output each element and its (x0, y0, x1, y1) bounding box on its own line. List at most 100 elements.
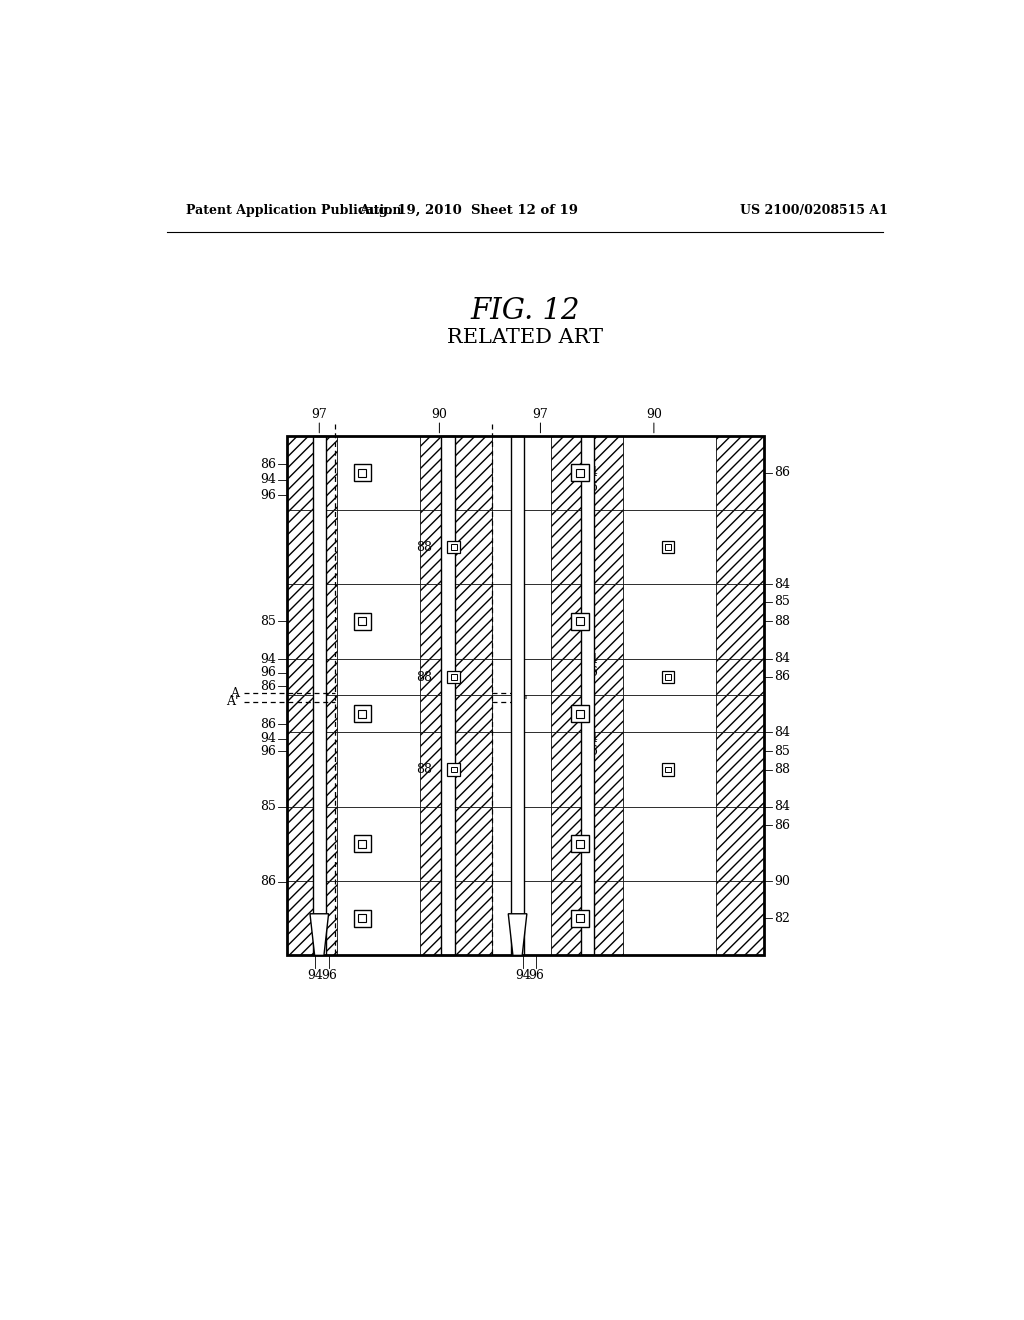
Text: 85: 85 (260, 800, 276, 813)
Text: RELATED ART: RELATED ART (446, 327, 603, 347)
Bar (337, 696, 420, 733)
Bar (716, 436, 764, 510)
Bar (623, 696, 716, 733)
Bar (492, 585, 551, 659)
Bar (551, 733, 623, 807)
Bar (447, 541, 460, 553)
Text: 90: 90 (646, 408, 662, 421)
Bar (451, 767, 457, 772)
Bar (662, 671, 675, 684)
Bar (492, 436, 551, 510)
Text: 94: 94 (260, 474, 276, 486)
Bar (287, 436, 337, 510)
Text: Aug. 19, 2010  Sheet 12 of 19: Aug. 19, 2010 Sheet 12 of 19 (359, 205, 579, 218)
Bar (337, 880, 420, 956)
Text: 97: 97 (532, 408, 548, 421)
Bar (716, 696, 764, 733)
Text: B': B' (515, 696, 527, 708)
Text: 86: 86 (260, 458, 276, 471)
Bar (420, 436, 492, 510)
Polygon shape (508, 913, 527, 956)
Bar (492, 510, 551, 585)
Text: 85: 85 (774, 595, 791, 609)
Text: 88: 88 (416, 671, 432, 684)
Bar (551, 696, 623, 733)
Text: 88: 88 (416, 763, 432, 776)
Text: 96: 96 (583, 667, 598, 678)
Bar (666, 544, 671, 550)
Bar (575, 840, 584, 847)
Bar (551, 436, 623, 510)
Text: 94: 94 (583, 652, 598, 665)
Text: 86: 86 (260, 875, 276, 888)
Text: US 2100/0208515 A1: US 2100/0208515 A1 (740, 205, 888, 218)
Text: 94: 94 (260, 652, 276, 665)
Bar (571, 836, 589, 853)
Bar (440, 436, 455, 956)
Bar (353, 909, 371, 927)
Bar (511, 436, 524, 956)
Bar (420, 659, 492, 696)
Bar (623, 510, 716, 585)
Text: 94: 94 (583, 466, 598, 479)
Bar (353, 465, 371, 482)
Bar (358, 469, 367, 477)
Bar (623, 585, 716, 659)
Bar (623, 807, 716, 880)
Text: 84: 84 (774, 652, 791, 665)
Text: A': A' (226, 696, 239, 708)
Bar (571, 465, 589, 482)
Bar (492, 659, 551, 696)
Bar (716, 659, 764, 696)
Text: 88: 88 (774, 763, 791, 776)
Bar (623, 659, 716, 696)
Bar (582, 436, 594, 956)
Bar (287, 733, 337, 807)
Bar (451, 675, 457, 680)
Bar (551, 659, 623, 696)
Bar (551, 880, 623, 956)
Bar (358, 915, 367, 923)
Bar (575, 915, 584, 923)
Text: 96: 96 (260, 488, 276, 502)
Text: 88: 88 (416, 541, 432, 553)
Bar (337, 436, 420, 510)
Text: 86: 86 (260, 718, 276, 730)
Bar (358, 840, 367, 847)
Text: 84: 84 (774, 726, 791, 739)
Text: 84: 84 (774, 578, 791, 591)
Bar (420, 585, 492, 659)
Bar (575, 469, 584, 477)
Bar (313, 436, 326, 956)
Bar (420, 696, 492, 733)
Bar (623, 733, 716, 807)
Bar (447, 671, 460, 684)
Bar (420, 880, 492, 956)
Text: 85: 85 (774, 744, 791, 758)
Bar (358, 710, 367, 718)
Bar (337, 733, 420, 807)
Text: 86: 86 (774, 671, 791, 684)
Text: 97: 97 (311, 408, 327, 421)
Text: 88: 88 (774, 615, 791, 627)
Bar (716, 733, 764, 807)
Bar (353, 612, 371, 630)
Text: 96: 96 (583, 744, 598, 758)
Text: 90: 90 (774, 875, 791, 887)
Text: 85: 85 (260, 615, 276, 627)
Bar (623, 436, 716, 510)
Text: 84: 84 (774, 800, 791, 813)
Text: A: A (229, 686, 239, 700)
Bar (353, 705, 371, 722)
Text: 94: 94 (515, 969, 530, 982)
Bar (287, 659, 337, 696)
Bar (287, 807, 337, 880)
Text: 86: 86 (260, 680, 276, 693)
Bar (716, 880, 764, 956)
Bar (492, 880, 551, 956)
Bar (551, 585, 623, 659)
Bar (287, 880, 337, 956)
Polygon shape (310, 913, 329, 956)
Bar (662, 763, 675, 776)
Bar (287, 436, 764, 956)
